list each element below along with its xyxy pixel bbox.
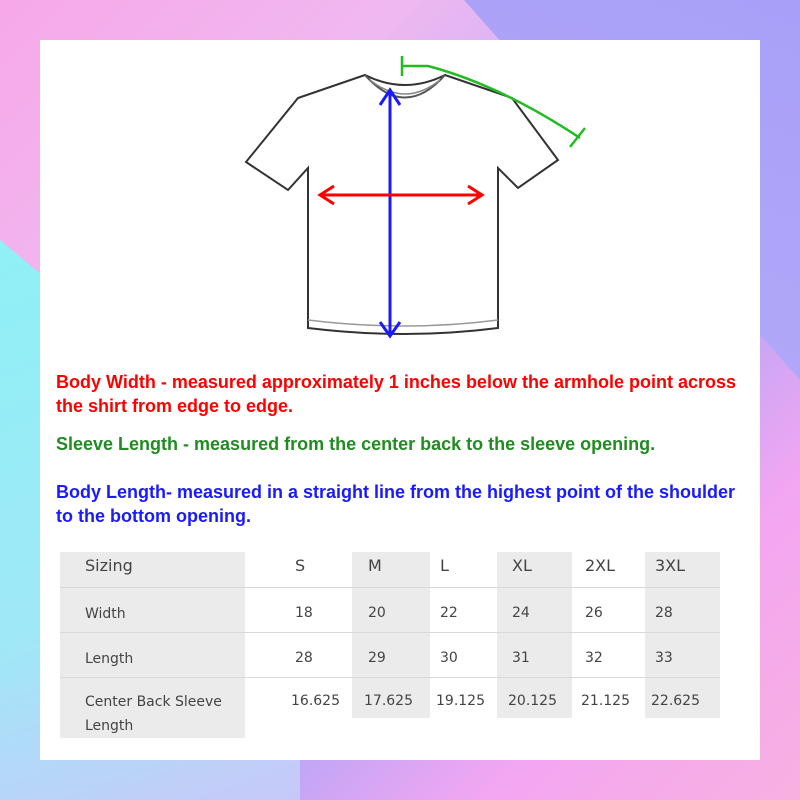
table-cell: 21.125	[581, 693, 630, 709]
sleeve-length-description: Sleeve Length - measured from the center…	[56, 434, 656, 454]
table-cell: 26	[585, 605, 603, 621]
table-cell: 28	[295, 650, 313, 666]
table-cell: 17.625	[364, 693, 413, 709]
table-cell: 30	[440, 650, 458, 666]
row-label: Width	[85, 606, 126, 622]
body-length-description: Body Length- measured in a straight line…	[56, 482, 736, 526]
table-cell: 22.625	[651, 693, 700, 709]
tshirt-outline	[244, 73, 560, 335]
table-cell: 32	[585, 650, 603, 666]
table-cell: 22	[440, 605, 458, 621]
header-2: M	[368, 556, 382, 575]
header-6: 3XL	[655, 556, 686, 575]
table-cell: 18	[295, 605, 313, 621]
table-cell: 20.125	[508, 693, 557, 709]
table-cell: 29	[368, 650, 386, 666]
table-cell: 31	[512, 650, 530, 666]
table-cell: 16.625	[291, 693, 340, 709]
header-1: S	[295, 556, 306, 575]
header-3: L	[440, 556, 449, 575]
table-cell: 28	[655, 605, 673, 621]
row-label: Length	[85, 651, 134, 667]
header-0: Sizing	[85, 556, 133, 575]
table-cell: 33	[655, 650, 673, 666]
size-table: Sizing S M L XL 2XL 3XL Width 18 20 22 24 26 28 Length…	[60, 552, 720, 740]
sleeve-length-marker	[402, 64, 581, 140]
table-cell: 19.125	[436, 693, 485, 709]
table-cell: 24	[512, 605, 530, 621]
size-chart-card: Body Width - measured approximately 1 in…	[40, 40, 760, 760]
row-label: Center Back Sleeve Length	[85, 694, 222, 734]
header-5: 2XL	[585, 556, 616, 575]
table-cell: 20	[368, 605, 386, 621]
body-width-description: Body Width - measured approximately 1 in…	[56, 372, 736, 416]
tshirt-diagram	[244, 56, 586, 339]
header-4: XL	[512, 556, 532, 575]
